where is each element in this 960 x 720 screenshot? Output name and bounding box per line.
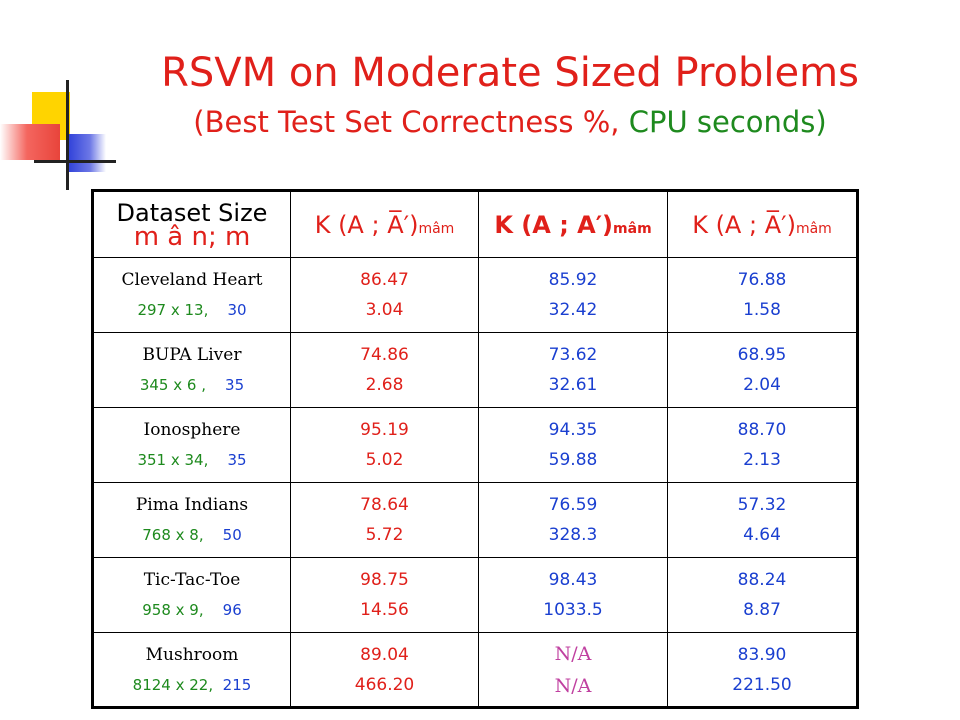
cpu-time-value: 8.87 [743,600,781,620]
dataset-cell: Pima Indians 768 x 8, 50 [92,482,291,558]
dataset-size: 958 x 9, 96 [142,601,242,619]
cpu-time-value: 1.58 [743,300,781,320]
dataset-size: 345 x 6 , 35 [139,376,245,394]
dataset-cell: Tic-Tac-Toe 958 x 9, 96 [92,557,291,633]
accuracy-value: 73.62 [548,345,598,365]
accuracy-value: 78.64 [360,495,409,515]
cpu-time-value: 14.56 [360,600,409,620]
dataset-name: BUPA Liver [142,345,242,365]
table-row: Ionosphere 351 x 34, 35 95.19 5.02 94.35 5… [92,407,858,483]
accuracy-value: 86.47 [360,270,409,290]
cpu-time-value: 2.04 [743,375,781,395]
accuracy-value: 98.43 [548,570,598,590]
cpu-time-value: 1033.5 [543,600,603,620]
dataset-size: 8124 x 22, 215 [132,675,252,694]
dataset-name: Pima Indians [135,495,249,515]
table-header-row: Dataset Size m â n; m K (A ; A̅′)mâm K (… [92,190,858,258]
header-kernel-reduced: K (A ; A̅′)mâm [290,190,479,258]
cpu-time-value: 5.02 [365,450,404,470]
slide-title: RSVM on Moderate Sized Problems [161,50,859,96]
result-cell-kernel2: N/A N/A [478,632,668,708]
dataset-cell: Mushroom 8124 x 22, 215 [92,632,291,708]
table-row: Cleveland Heart 297 x 13, 30 86.47 3.04 8… [92,257,858,333]
result-cell-kernel3: 57.32 4.64 [667,482,858,558]
accuracy-value: 95.19 [360,420,409,440]
results-table: Dataset Size m â n; m K (A ; A̅′)mâm K (… [91,189,859,709]
dataset-cell: BUPA Liver 345 x 6 , 35 [92,332,291,408]
dataset-size: 297 x 13, 30 [137,301,247,319]
cpu-time-value: 221.50 [732,674,792,695]
accuracy-value: 88.24 [737,570,787,590]
result-cell-kernel2: 85.92 32.42 [478,257,668,333]
accuracy-value: 83.90 [737,644,787,665]
logo-blue-square [66,134,106,172]
cpu-time-value: 32.42 [548,300,598,320]
cpu-time-not-available: N/A [554,674,592,697]
header-dataset-formula: m â n; m [133,221,251,252]
table-row: Tic-Tac-Toe 958 x 9, 96 98.75 14.56 98.43… [92,557,858,633]
result-cell-kernel3: 76.88 1.58 [667,257,858,333]
result-cell-kernel3: 83.90 221.50 [667,632,858,708]
cpu-time-value: 3.04 [365,300,404,320]
result-cell-kernel3: 68.95 2.04 [667,332,858,408]
result-cell-kernel1: 98.75 14.56 [290,557,479,633]
accuracy-not-available: N/A [554,642,592,665]
dataset-name: Ionosphere [143,420,241,440]
accuracy-value: 98.75 [360,570,409,590]
cpu-time-value: 466.20 [354,674,415,695]
cpu-time-value: 5.72 [365,525,404,545]
accuracy-value: 94.35 [548,420,598,440]
result-cell-kernel1: 74.86 2.68 [290,332,479,408]
subtitle-correctness: Best Test Set Correctness %, [204,105,620,139]
dataset-cell: Cleveland Heart 297 x 13, 30 [92,257,291,333]
result-cell-kernel1: 78.64 5.72 [290,482,479,558]
header-dataset-size: Dataset Size m â n; m [92,190,291,258]
kernel-formula-2: K (A ; A′)mâm [494,210,652,239]
accuracy-value: 88.70 [737,420,787,440]
dataset-name: Mushroom [145,644,239,665]
kernel-formula-1: K (A ; A̅′)mâm [314,210,455,239]
result-cell-kernel1: 89.04 466.20 [290,632,479,708]
dataset-cell: Ionosphere 351 x 34, 35 [92,407,291,483]
result-cell-kernel1: 95.19 5.02 [290,407,479,483]
table-row: Mushroom 8124 x 22, 215 89.04 466.20 N/A N… [92,632,858,708]
result-cell-kernel2: 73.62 32.61 [478,332,668,408]
dataset-size: 768 x 8, 50 [142,526,242,544]
logo-red-square [0,124,60,160]
kernel-formula-3: K (A ; A̅′)mâm [692,210,832,239]
header-kernel-full: K (A ; A′)mâm [478,190,668,258]
cpu-time-value: 59.88 [548,450,598,470]
logo-vertical-line [66,80,69,190]
accuracy-value: 76.59 [548,495,598,515]
accuracy-value: 68.95 [737,345,787,365]
slide-subtitle: (Best Test Set Correctness %, CPU second… [100,100,920,144]
dataset-size: 351 x 34, 35 [137,451,247,469]
result-cell-kernel3: 88.70 2.13 [667,407,858,483]
subtitle-open-paren: ( [193,105,205,139]
dataset-name: Cleveland Heart [121,270,263,290]
result-cell-kernel2: 76.59 328.3 [478,482,668,558]
result-cell-kernel3: 88.24 8.87 [667,557,858,633]
accuracy-value: 57.32 [737,495,787,515]
accuracy-value: 85.92 [548,270,598,290]
accuracy-value: 74.86 [360,345,409,365]
dataset-name: Tic-Tac-Toe [143,570,241,590]
cpu-time-value: 4.64 [743,525,781,545]
cpu-time-value: 2.68 [365,375,404,395]
table-row: BUPA Liver 345 x 6 , 35 74.86 2.68 73.62 3… [92,332,858,408]
result-cell-kernel1: 86.47 3.04 [290,257,479,333]
cpu-time-value: 32.61 [548,375,598,395]
accuracy-value: 89.04 [360,644,409,665]
corner-logo-graphic [0,0,130,200]
result-cell-kernel2: 98.43 1033.5 [478,557,668,633]
cpu-time-value: 328.3 [548,525,598,545]
subtitle-cpu: CPU seconds) [628,105,827,139]
result-cell-kernel2: 94.35 59.88 [478,407,668,483]
logo-horizontal-line [34,160,116,163]
cpu-time-value: 2.13 [743,450,781,470]
accuracy-value: 76.88 [737,270,787,290]
header-kernel-random: K (A ; A̅′)mâm [667,190,858,258]
table-row: Pima Indians 768 x 8, 50 78.64 5.72 76.59… [92,482,858,558]
header-dataset-label: Dataset Size [116,198,268,227]
